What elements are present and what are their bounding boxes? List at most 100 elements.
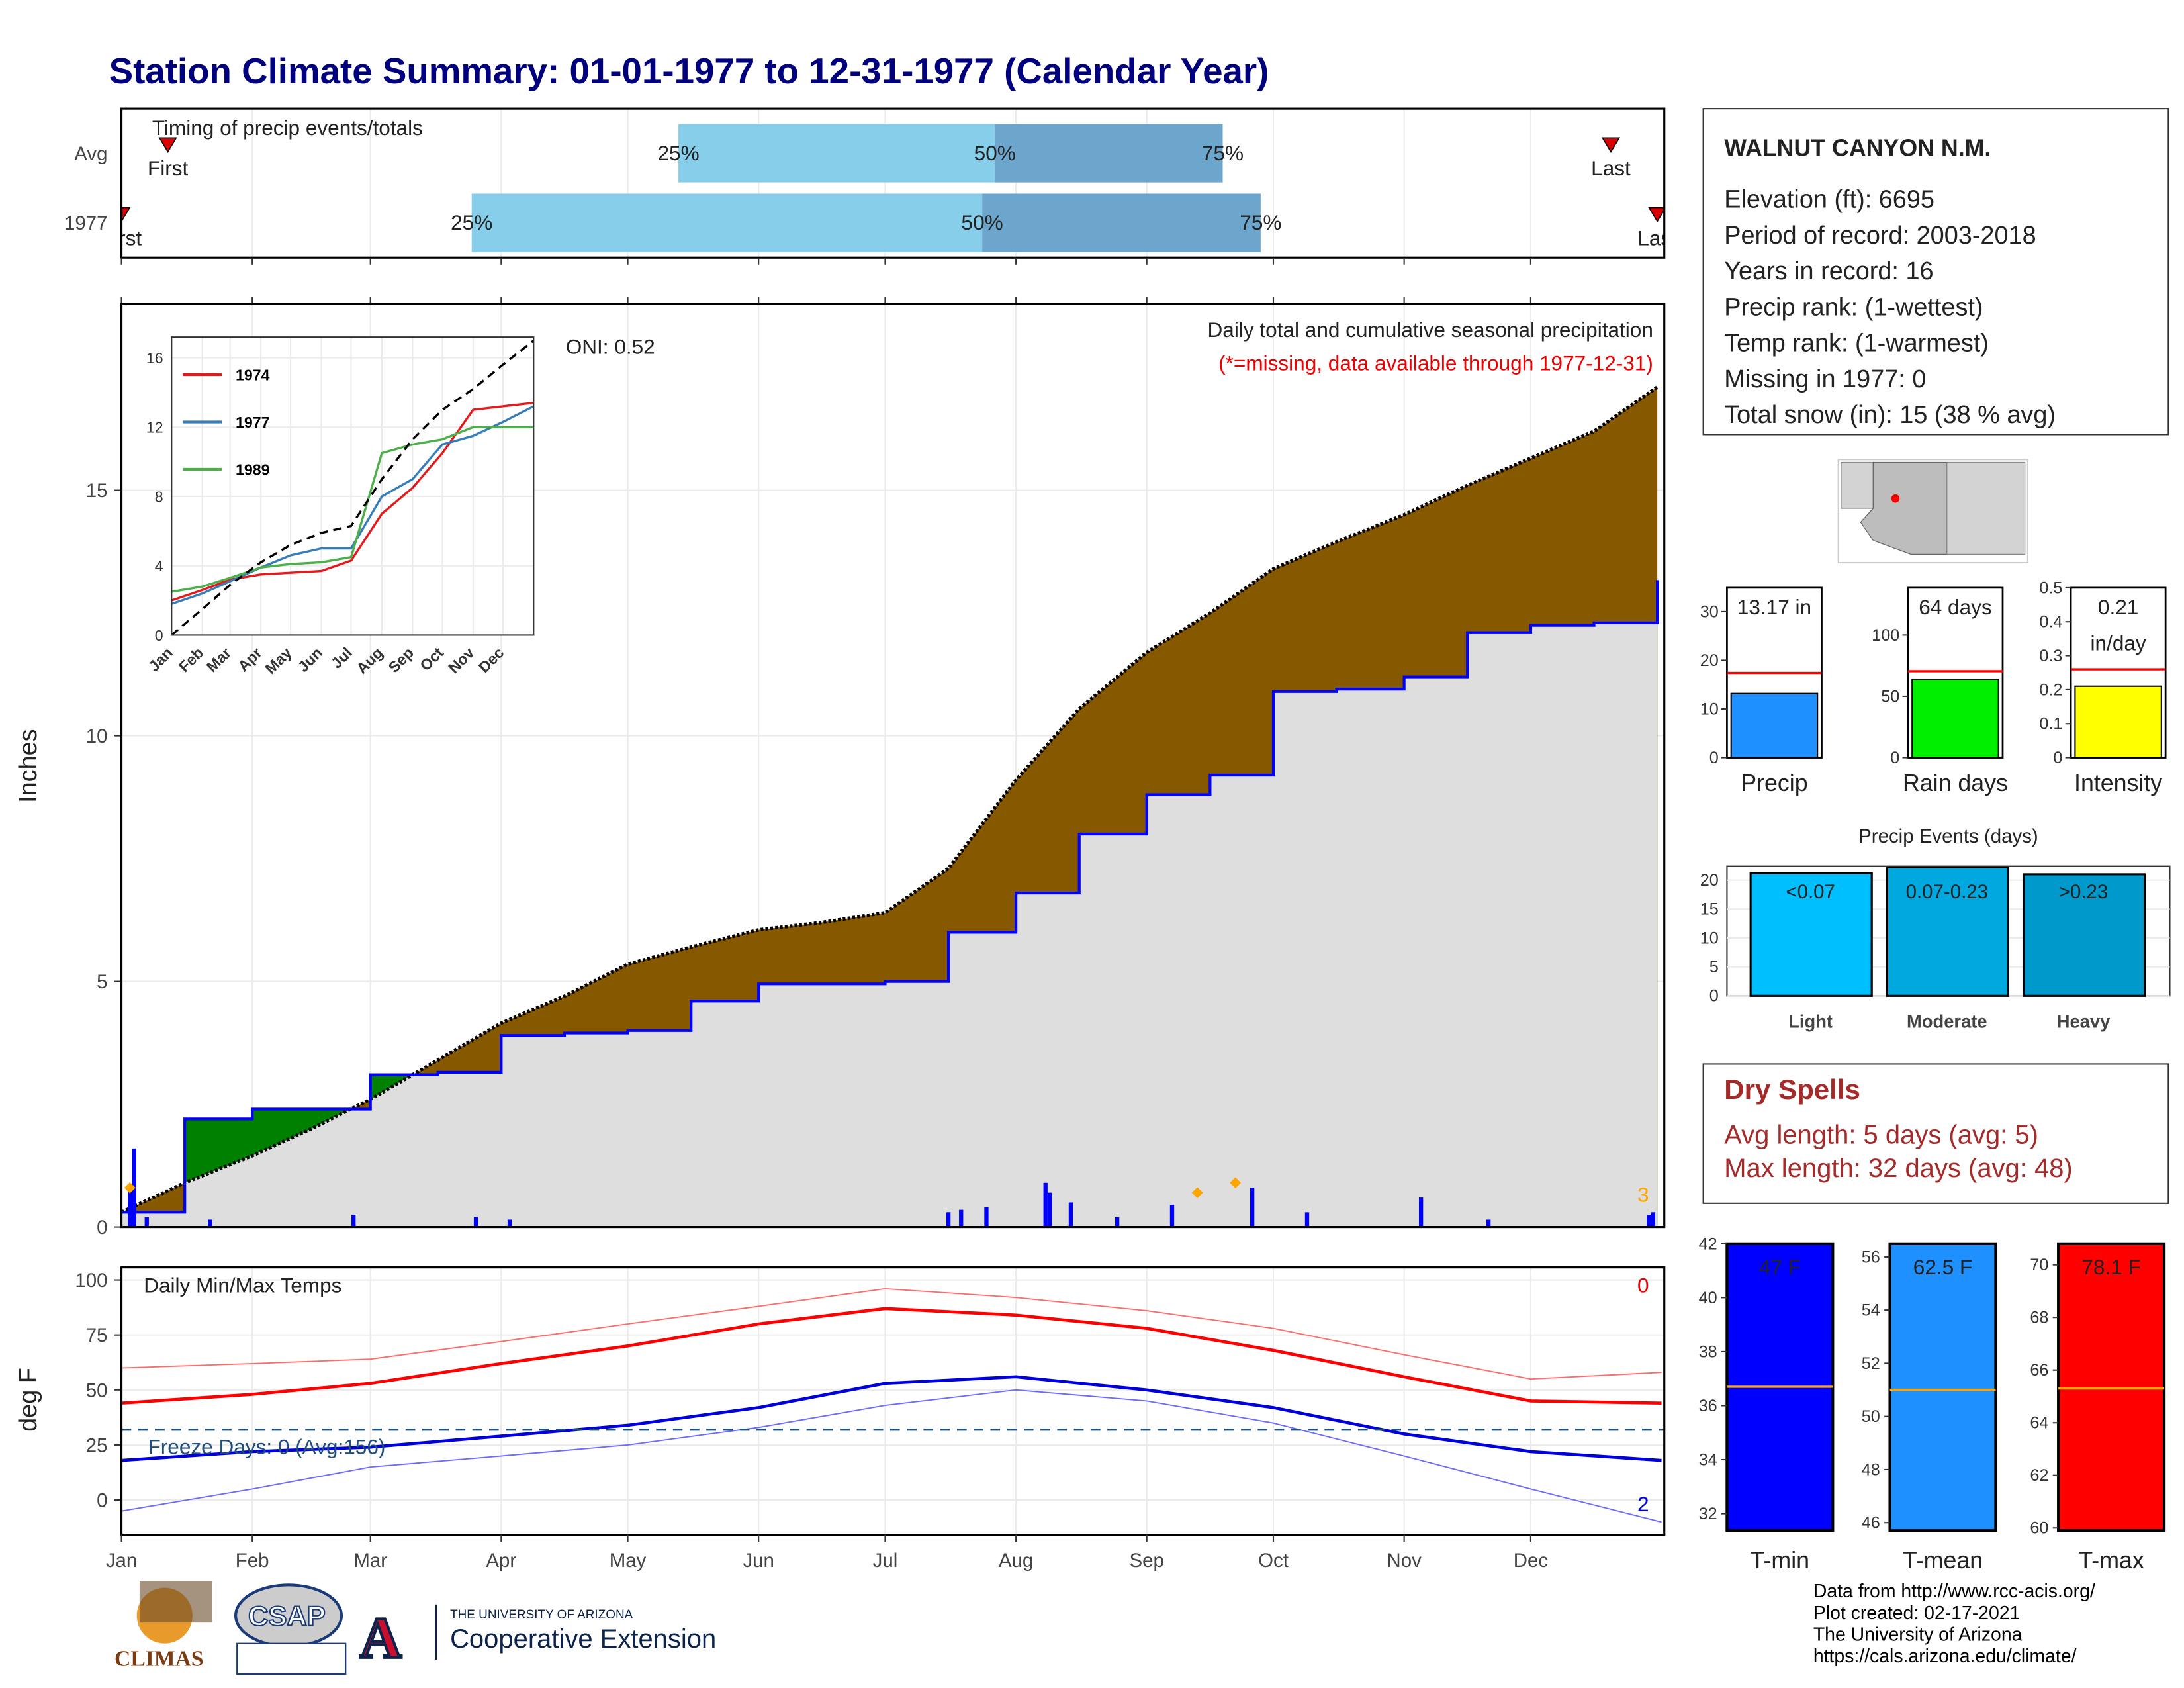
- row-label: 1977: [64, 212, 108, 234]
- value-label: 0.21: [2098, 595, 2138, 619]
- daily-precip-bar: [144, 1217, 149, 1227]
- inset-series-line: [171, 401, 534, 602]
- y-tick-label: 48: [1862, 1460, 1880, 1479]
- station-info: Elevation (ft): 6695: [1724, 185, 1934, 213]
- year-cumulative-line: [121, 580, 1659, 1214]
- y-tick-label: 32: [1699, 1505, 1717, 1523]
- panel-frame: [120, 107, 1666, 259]
- footer-line: https://cals.arizona.edu/climate/: [1813, 1646, 2077, 1667]
- footer-line: Data from http://www.rcc-acis.org/: [1813, 1581, 2095, 1602]
- y-tick-label: 0: [2053, 749, 2062, 767]
- inset-y-label: 8: [155, 488, 163, 505]
- row-label: Avg: [74, 143, 107, 165]
- y-tick-label: 0.3: [2039, 647, 2062, 665]
- y-tick-label: 0.5: [2039, 579, 2062, 597]
- y-tick-label: 66: [2030, 1361, 2048, 1380]
- quartile-bar: [471, 193, 983, 252]
- group: 25% 50% 75% First Last 25% 50% 75% First Last Timi…: [101, 109, 1677, 258]
- y-tick-label: 46: [1862, 1514, 1880, 1532]
- x-tick-label: Sep: [1130, 1550, 1164, 1571]
- daily-precip-bar: [1047, 1192, 1052, 1227]
- timing-marker: [1601, 137, 1621, 153]
- y-tick-label: 20: [1700, 871, 1719, 890]
- x-tick-label: Heavy: [2057, 1011, 2111, 1032]
- event-value-label: <0.07: [1786, 881, 1835, 903]
- value-label: 47 F: [1759, 1255, 1801, 1279]
- events-title: Precip Events (days): [1858, 825, 2038, 847]
- daily-precip-bar: [984, 1207, 989, 1227]
- timing-label: Last: [1637, 226, 1677, 250]
- daily-precip-bar: [1115, 1217, 1120, 1227]
- csap-logo: CSAP: [248, 1600, 326, 1631]
- summary-bar: [1730, 692, 1819, 759]
- bar-label: T-min: [1751, 1547, 1809, 1573]
- panel-note: (*=missing, data available through 1977-…: [1218, 352, 1653, 375]
- bar-label: Intensity: [2074, 770, 2162, 796]
- temp-bar: [1889, 1243, 1996, 1531]
- footer-line: The University of Arizona: [1813, 1624, 2023, 1645]
- x-tick-label: Nov: [1387, 1550, 1422, 1571]
- event-bar: [1886, 866, 2009, 997]
- timing-label: First: [101, 226, 142, 250]
- panel-title: Daily total and cumulative seasonal prec…: [1208, 318, 1653, 342]
- station-box: [1702, 108, 2169, 436]
- timing-label: First: [148, 156, 189, 180]
- x-tick-label: Moderate: [1907, 1011, 1987, 1032]
- quartile-label: 25%: [451, 211, 492, 234]
- timing-title: Timing of precip events/totals: [152, 116, 423, 140]
- quartile-bar: [678, 124, 995, 183]
- value-label: in/day: [2091, 632, 2146, 655]
- group: Freeze Days: 0 (Avg:156) Daily Min/Max Te…: [121, 1267, 1664, 1535]
- summary-bar: [2074, 685, 2162, 759]
- dry-spells-line: Avg length: 5 days (avg: 5): [1724, 1120, 2038, 1149]
- y-tick-label: 0.1: [2039, 715, 2062, 733]
- record-count: 3: [1637, 1183, 1649, 1207]
- y-tick-label: 56: [1862, 1248, 1880, 1266]
- daily-precip-bar: [1647, 1215, 1651, 1227]
- y-tick-label: 30: [1700, 602, 1719, 621]
- inset-y-label: 4: [155, 557, 163, 575]
- daily-precip-bar: [351, 1215, 356, 1227]
- y-tick-label: 0: [97, 1217, 107, 1239]
- y-tick-label: 34: [1699, 1450, 1717, 1469]
- station-name: WALNUT CANYON N.M.: [1724, 135, 1991, 162]
- inset-bg: [171, 337, 534, 635]
- max-line: [121, 1288, 1662, 1380]
- daily-precip-bar: [1418, 1197, 1424, 1227]
- max-records: 0: [1637, 1273, 1649, 1297]
- station-info: Total snow (in): 15 (38 % avg): [1724, 401, 2056, 429]
- timing-marker: [158, 137, 177, 153]
- value-label: 62.5 F: [1913, 1255, 1972, 1279]
- bar-label: Precip: [1741, 770, 1807, 796]
- y-tick-label: 20: [1700, 651, 1719, 670]
- value-label: 64 days: [1919, 595, 1992, 619]
- y-tick-label: 36: [1699, 1397, 1717, 1415]
- y-tick-label: 50: [1881, 687, 1899, 706]
- y-tick-label: 52: [1862, 1354, 1880, 1373]
- ua-name: THE UNIVERSITY OF ARIZONA: [450, 1608, 633, 1622]
- footer-line: Plot created: 02-17-2021: [1813, 1603, 2021, 1624]
- temp-box: [2057, 1242, 2166, 1532]
- event-value-label: 0.07-0.23: [1906, 881, 1988, 903]
- y-tick-label: 10: [1700, 929, 1719, 947]
- state-map: [1837, 459, 2028, 564]
- temp-box: [1888, 1242, 1997, 1532]
- y-tick-label: 15: [86, 480, 108, 502]
- value-label: 78.1 F: [2081, 1255, 2140, 1279]
- timing-label: Last: [1591, 156, 1631, 180]
- quartile-label: 75%: [1240, 211, 1281, 234]
- station-info: Temp rank: (1-warmest): [1724, 330, 1989, 357]
- daily-precip-bar: [1068, 1202, 1073, 1227]
- y-tick-label: 0: [1890, 749, 1899, 767]
- legend-label: 1974: [236, 366, 270, 383]
- event-bar: [1749, 872, 1873, 997]
- normal-max-line: [121, 1307, 1662, 1405]
- quartile-bar: [982, 193, 1261, 252]
- y-tick-label: 100: [75, 1270, 107, 1291]
- daily-precip-bar: [1169, 1205, 1175, 1227]
- y-axis-label: Inches: [15, 729, 42, 803]
- bar-label: Rain days: [1903, 770, 2008, 796]
- quartile-label: 75%: [1202, 141, 1244, 165]
- daily-precip-bar: [946, 1212, 951, 1227]
- min-line: [121, 1389, 1662, 1523]
